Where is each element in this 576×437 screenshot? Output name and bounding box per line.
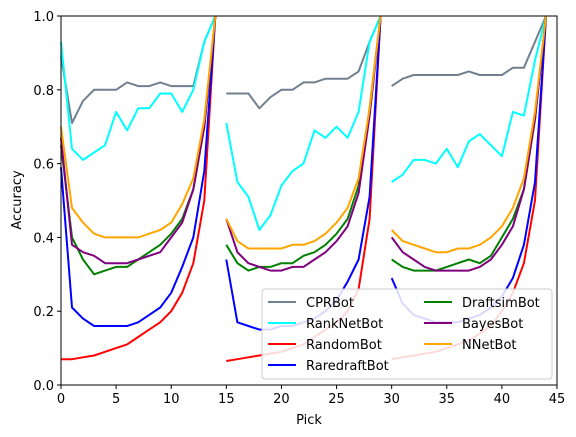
y-axis-label: Accuracy (10, 170, 25, 230)
series-line-draftsimbot-segment-2 (225, 15, 382, 272)
series-line-nnetbot-segment-1 (60, 15, 217, 239)
legend-label-draftsimbot: DraftsimBot (462, 296, 540, 311)
series-nnetbot (60, 15, 547, 254)
series-line-nnetbot-segment-3 (390, 15, 547, 254)
series-line-raredraftbot-segment-1 (60, 15, 217, 327)
series-bayesbot (60, 15, 547, 272)
y-tick-label: 0.6 (33, 158, 54, 173)
legend-label-randombot: RandomBot (306, 338, 382, 353)
series-line-nnetbot-segment-2 (225, 15, 382, 250)
series-line-cprbot-segment-2 (226, 15, 382, 110)
x-tick-label: 40 (494, 392, 511, 407)
x-tick-label: 15 (218, 392, 235, 407)
series-line-ranknetbot-segment-2 (225, 15, 382, 231)
y-tick-label: 0.2 (33, 305, 54, 320)
legend: CPRBot RankNetBot RandomBot RaredraftBot Dra… (261, 288, 553, 380)
plot-frame (60, 15, 558, 386)
legend-label-cprbot: CPRBot (306, 296, 354, 311)
x-tick-label: 5 (112, 392, 120, 407)
x-tick-label: 30 (383, 392, 400, 407)
series-line-cprbot-segment-1 (60, 15, 217, 124)
series-line-ranknetbot-segment-1 (60, 15, 217, 161)
legend-label-nnetbot: NNetBot (462, 338, 517, 353)
x-tick-label: 20 (273, 392, 290, 407)
series-cprbot (60, 15, 547, 124)
x-tick-label: 45 (549, 392, 566, 407)
legend-label-bayesbot: BayesBot (462, 317, 523, 332)
y-tick-label: 0.4 (33, 231, 54, 246)
series-line-ranknetbot-segment-3 (391, 15, 547, 183)
series-line-bayesbot-segment-2 (225, 15, 382, 272)
x-tick-label: 0 (57, 392, 65, 407)
x-tick-label: 10 (163, 392, 180, 407)
series-line-randombot-segment-1 (61, 15, 217, 361)
series-line-cprbot-segment-3 (391, 15, 547, 87)
series-line-bayesbot-segment-3 (390, 15, 547, 272)
legend-label-ranknetbot: RankNetBot (306, 317, 383, 332)
x-tick-label: 25 (328, 392, 345, 407)
series-ranknetbot (60, 15, 547, 231)
legend-box (261, 288, 553, 380)
legend-label-raredraftbot: RaredraftBot (306, 359, 389, 374)
y-tick-label: 1.0 (33, 10, 54, 25)
ticks-layer: 0 5 10 15 20 25 30 35 40 45 0.0 0.2 0.4 0.6 0.8 1.0 (33, 10, 565, 407)
x-tick-label: 35 (439, 392, 456, 407)
x-axis-label: Pick (296, 413, 322, 428)
y-tick-label: 0.0 (33, 379, 54, 394)
y-tick-label: 0.8 (33, 84, 54, 99)
series-line-bayesbot-segment-1 (60, 15, 217, 265)
